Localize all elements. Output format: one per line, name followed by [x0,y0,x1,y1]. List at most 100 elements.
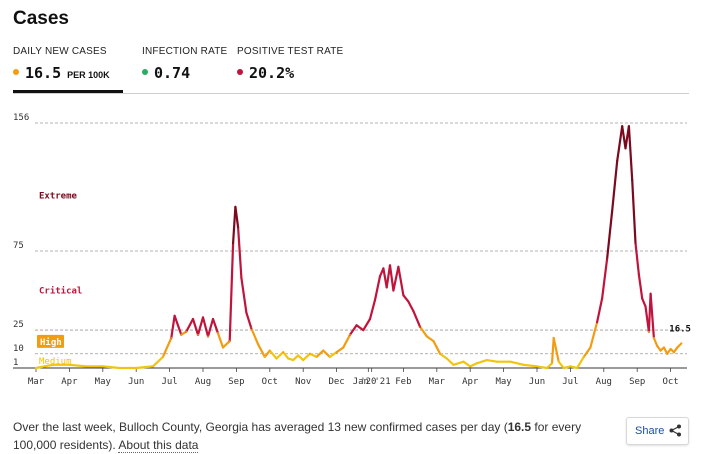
data-point [268,349,271,352]
data-point [432,340,435,342]
data-point [576,367,578,369]
data-point [412,310,415,312]
risk-level-badge-bg [37,334,64,348]
data-point [644,305,647,308]
x-tick-label: Aug [596,377,612,387]
data-point [315,356,318,358]
data-point [197,333,199,336]
data-point [659,349,662,352]
series-line-segment [445,357,455,366]
data-point [85,365,87,368]
data-point [263,356,266,358]
x-tick-label: Sep [228,377,244,387]
data-point [680,342,683,345]
data-point [392,289,395,292]
data-point [402,294,405,297]
data-point [374,299,376,301]
data-point [322,349,325,352]
series-line-segment [545,362,554,370]
series-line-segment [631,178,637,245]
data-point [237,226,240,229]
data-point [385,286,388,289]
data-point [669,348,672,350]
series-line-segment [452,360,465,366]
x-tick-label: Feb [395,377,411,387]
series-line-segment [234,205,240,229]
series-line-segment [425,335,435,343]
series-line-segment [228,242,235,343]
series-line-segment [627,125,634,182]
series-line-segment [68,363,88,368]
series-line-segment [562,365,572,370]
series-line-segment [412,310,422,328]
series-line-segment [509,360,525,366]
x-tick-label: Jul [161,377,177,387]
share-label: Share [635,425,665,437]
y-tick-label: 75 [13,241,24,251]
series-line-segment [535,365,549,370]
data-point [649,292,652,295]
data-point [302,359,305,361]
data-point [628,125,630,128]
orange-dot-icon [13,68,19,75]
series-line-segment [469,362,478,368]
series-line-segment [610,159,619,213]
data-point [536,365,538,368]
series-line-segment [582,346,592,358]
series-line-segment [322,349,331,358]
data-point [292,359,295,361]
series-line-segment [621,125,627,150]
data-point [101,365,104,368]
tab-infection-rate[interactable]: INFECTION RATE 0.74 [142,46,227,83]
data-point [476,362,478,365]
series-line-segment [407,300,415,313]
series-line-segment [237,226,243,279]
data-point [641,297,644,300]
data-point [589,346,592,349]
data-point [616,160,619,162]
series-line-segment [216,332,225,349]
data-point [275,357,278,360]
data-point [663,346,665,349]
data-point [192,318,194,320]
data-point [349,333,351,336]
page-title: Cases [13,8,69,29]
series-line-segment [297,354,305,362]
data-point [638,273,640,276]
series-line-segment [240,276,248,314]
data-point [180,333,183,336]
data-point [596,321,598,324]
data-point [217,332,219,335]
data-point [282,351,285,354]
data-point [486,359,488,361]
about-data-link[interactable]: About this data [118,438,199,453]
data-point [611,210,613,213]
metric-tabs: DAILY NEW CASES 16.5 PER 100K INFECTION R… [13,46,689,94]
data-point [257,343,259,346]
daily-new-cases-unit: PER 100K [67,70,110,80]
y-tick-label: 10 [13,344,24,354]
daily-new-cases-value: 16.5 [25,64,62,82]
series-line-segment [282,351,290,360]
series-line-segment [569,365,579,370]
series-line-segment [196,316,205,336]
series-line-segment [637,273,644,300]
tab-positive-test-rate[interactable]: POSITIVE TEST RATE 20.2% [237,46,343,83]
data-point [382,267,385,270]
data-point [562,367,565,369]
data-point [118,367,121,369]
risk-level-label: Critical [39,286,82,297]
series-line-segment [388,264,395,292]
tab-daily-new-cases[interactable]: DAILY NEW CASES 16.5 PER 100K [13,46,123,93]
data-point [173,314,176,317]
x-tick-label: '20 [360,377,376,387]
data-point [162,356,164,358]
share-button[interactable]: Share [626,417,689,445]
data-point [369,318,371,320]
series-line-segment [245,311,253,330]
x-tick-label: Aug [195,377,211,387]
data-point [582,356,585,358]
data-point [250,327,253,330]
data-point [234,205,237,208]
x-tick-label: Oct [262,377,278,387]
